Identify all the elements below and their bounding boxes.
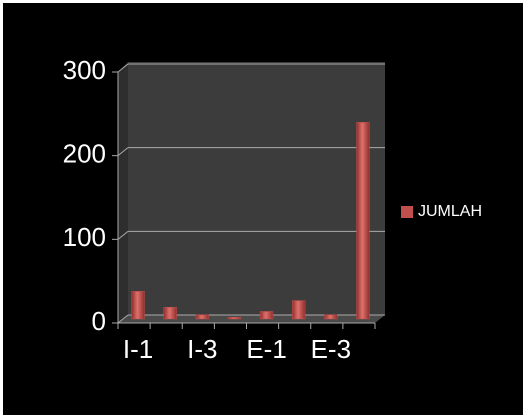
x-tick-label: I-3 — [187, 334, 217, 364]
back-wall — [128, 62, 385, 315]
y-tick-label: 200 — [63, 139, 106, 169]
bar — [227, 317, 242, 320]
x-tick-label: E-1 — [246, 334, 286, 364]
floor — [118, 315, 385, 323]
bar — [131, 291, 145, 320]
bar — [259, 311, 274, 320]
bar — [163, 307, 177, 320]
x-tick-label: I-1 — [123, 334, 153, 364]
y-tick-label: 100 — [63, 222, 106, 252]
grid-line-depth — [117, 230, 129, 240]
side-wall — [118, 62, 128, 323]
legend-label: JUMLAH — [418, 203, 482, 220]
bar — [356, 122, 370, 320]
grid-line-depth — [117, 147, 129, 157]
y-tick-label: 300 — [63, 55, 106, 85]
grid-line-depth — [117, 314, 129, 324]
bar — [195, 314, 209, 320]
y-tick-label: 0 — [92, 306, 106, 336]
bar — [292, 300, 306, 320]
grid-line-depth — [117, 63, 129, 73]
legend-swatch — [401, 206, 413, 218]
bar — [324, 314, 338, 320]
x-tick-label: E-3 — [311, 334, 351, 364]
